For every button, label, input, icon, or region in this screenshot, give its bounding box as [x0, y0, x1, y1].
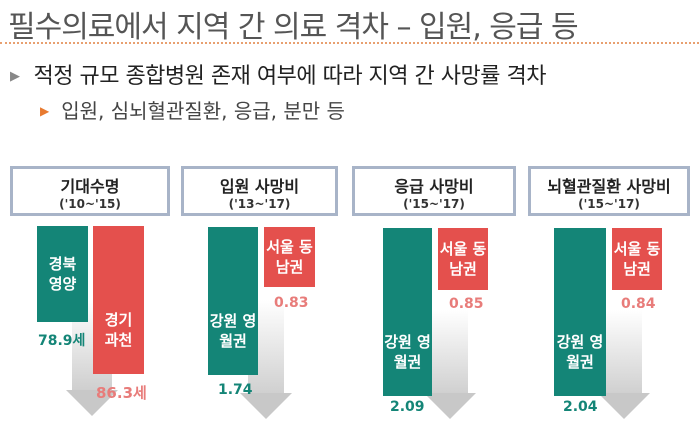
- bar-high-region: 강원 영월권: [208, 227, 258, 375]
- bar-label: 강원 영월권: [556, 333, 604, 371]
- bar-label: 서울 동남권: [266, 238, 313, 276]
- panel-period: ('10~'15): [59, 197, 121, 211]
- bullet-triangle-icon: ▶: [40, 104, 50, 118]
- down-arrow-head-icon: [240, 393, 292, 419]
- bar-label: 경기 과천: [104, 311, 133, 349]
- panel-heading: 입원 사망비: [219, 177, 300, 196]
- bullet-sub: ▶ 입원, 심뇌혈관질환, 응급, 분만 등: [40, 95, 345, 124]
- bar-low-region: 서울 동남권: [612, 228, 662, 290]
- panel-heading: 기대수명: [60, 177, 120, 196]
- panel-period: ('15~'17): [578, 197, 640, 211]
- bullet-sub-text: 입원, 심뇌혈관질환, 응급, 분만 등: [61, 99, 345, 123]
- bar-label: 강원 영월권: [384, 333, 431, 371]
- bar-label: 서울 동남권: [439, 240, 487, 278]
- panel-period: ('15~'17): [403, 197, 465, 211]
- bar-value: 0.85: [449, 296, 484, 312]
- bullet-main: ▶ 적정 규모 종합병원 존재 여부에 따라 지역 간 사망률 격차: [10, 58, 546, 90]
- down-arrow-head-icon: [598, 393, 650, 419]
- panel-header-emergency-mortality: 응급 사망비 ('15~'17): [352, 166, 516, 216]
- down-arrow-icon: [606, 310, 642, 395]
- bar-label: 강원 영월권: [209, 312, 257, 350]
- bar-high-region: 강원 영월권: [554, 228, 606, 396]
- down-arrow-icon: [432, 310, 468, 395]
- bar-label: 경북 영양: [48, 255, 77, 293]
- bar-value: 0.84: [621, 296, 656, 312]
- bar-low-region: 서울 동남권: [438, 228, 488, 290]
- bar-high-region: 경기 과천: [93, 226, 144, 374]
- bar-label: 서울 동남권: [613, 240, 661, 278]
- panel-heading: 응급 사망비: [394, 177, 474, 196]
- panel-header-life-expectancy: 기대수명 ('10~'15): [10, 166, 170, 216]
- panel-header-inpatient-mortality: 입원 사망비 ('13~'17): [181, 166, 338, 216]
- bar-value: 78.9세: [38, 333, 86, 349]
- down-arrow-head-icon: [66, 390, 118, 416]
- panel-header-cerebrovascular-mortality: 뇌혈관질환 사망비 ('15~'17): [528, 166, 690, 216]
- panel-heading: 뇌혈관질환 사망비: [547, 177, 671, 196]
- bar-value: 86.3세: [96, 384, 147, 402]
- slide-title: 필수의료에서 지역 간 의료 격차 – 입원, 응급 등: [8, 10, 579, 45]
- bar-value: 2.09: [390, 399, 425, 415]
- bullet-triangle-icon: ▶: [10, 69, 20, 84]
- title-divider: [0, 42, 699, 44]
- panel-period: ('13~'17): [228, 197, 291, 211]
- bar-low-region: 서울 동남권: [264, 227, 315, 287]
- bar-low-region: 경북 영양: [37, 226, 88, 322]
- bar-value: 0.83: [274, 295, 309, 311]
- bar-high-region: 강원 영월권: [383, 228, 432, 396]
- bar-value: 2.04: [563, 399, 598, 415]
- bullet-main-text: 적정 규모 종합병원 존재 여부에 따라 지역 간 사망률 격차: [33, 64, 547, 89]
- bar-value: 1.74: [218, 382, 253, 398]
- down-arrow-head-icon: [424, 393, 476, 419]
